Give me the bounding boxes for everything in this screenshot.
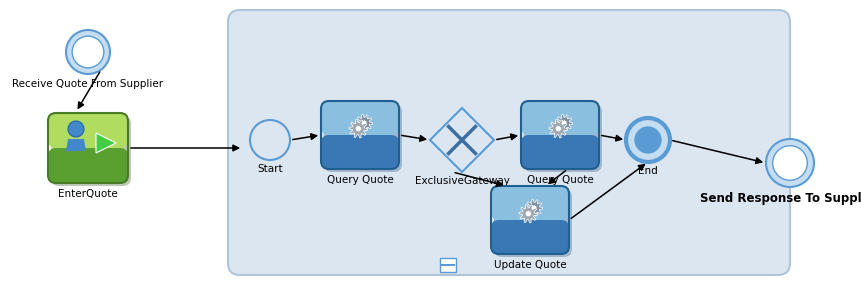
FancyBboxPatch shape [521,101,599,135]
Circle shape [72,36,104,68]
FancyBboxPatch shape [48,113,128,148]
FancyBboxPatch shape [521,135,599,169]
Text: Query Quote: Query Quote [326,175,393,185]
Circle shape [626,118,670,162]
Polygon shape [549,119,567,138]
Circle shape [356,126,362,132]
Circle shape [250,120,290,160]
FancyBboxPatch shape [321,101,399,135]
Circle shape [525,211,531,217]
Text: Start: Start [257,164,282,174]
FancyBboxPatch shape [491,186,569,220]
Polygon shape [430,108,494,172]
Polygon shape [519,204,537,223]
FancyBboxPatch shape [51,116,131,186]
Circle shape [772,146,808,180]
FancyBboxPatch shape [324,104,402,172]
Circle shape [68,121,84,137]
Text: ExclusiveGateway: ExclusiveGateway [414,176,510,186]
Polygon shape [356,115,373,131]
Text: Query Quote: Query Quote [527,175,593,185]
Polygon shape [96,133,116,153]
FancyBboxPatch shape [494,189,572,257]
Circle shape [635,126,661,154]
Circle shape [362,120,367,126]
Polygon shape [349,119,368,138]
Circle shape [531,205,537,211]
Text: Send Response To Supplier: Send Response To Supplier [700,192,861,205]
Polygon shape [66,139,86,151]
FancyBboxPatch shape [440,258,456,272]
Circle shape [555,126,561,132]
Circle shape [766,139,814,187]
FancyBboxPatch shape [228,10,790,275]
Polygon shape [526,200,542,216]
Text: Update Quote: Update Quote [493,260,567,270]
Circle shape [561,120,567,126]
FancyBboxPatch shape [321,135,399,169]
Text: EnterQuote: EnterQuote [59,189,118,199]
Polygon shape [556,115,573,131]
FancyBboxPatch shape [48,148,128,183]
Text: Receive Quote From Supplier: Receive Quote From Supplier [12,79,164,89]
FancyBboxPatch shape [491,220,569,254]
Text: End: End [638,166,658,176]
FancyBboxPatch shape [524,104,602,172]
Circle shape [66,30,110,74]
